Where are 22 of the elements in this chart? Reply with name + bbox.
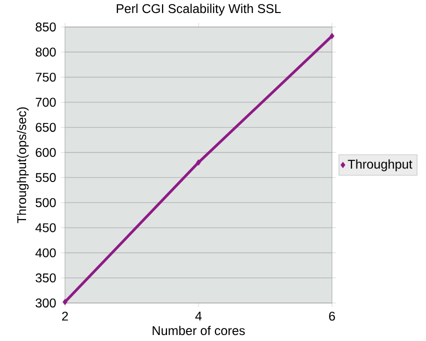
point: [196, 159, 201, 166]
y-tick-label: 400: [35, 248, 56, 258]
y-tick-label: 550: [36, 173, 56, 182]
y-tick-label: 450: [35, 223, 56, 232]
y-tick-label: 500: [36, 198, 56, 208]
x-tick-label: 6: [329, 312, 335, 321]
y-tick-label: 650: [36, 122, 56, 132]
legend-label: Throughput: [348, 159, 412, 172]
y-axis-title: Throughput(ops/sec): [16, 107, 29, 224]
y-tick-label: 750: [36, 72, 56, 82]
y-tick-label: 850: [36, 22, 56, 32]
point: [62, 298, 68, 305]
y-tick-label: 300: [36, 298, 56, 308]
x-tick-label: 2: [62, 312, 68, 321]
x-axis-title: Number of cores: [152, 326, 245, 336]
chart-title: Perl CGI Scalability With SSL: [116, 4, 281, 16]
point: [330, 33, 334, 40]
y-tick-label: 800: [36, 48, 56, 57]
y-tick-label: 350: [36, 273, 56, 282]
y-tick-label: 700: [36, 98, 56, 107]
y-tick-label: 600: [36, 148, 56, 157]
x-tick-label: 4: [195, 312, 202, 320]
